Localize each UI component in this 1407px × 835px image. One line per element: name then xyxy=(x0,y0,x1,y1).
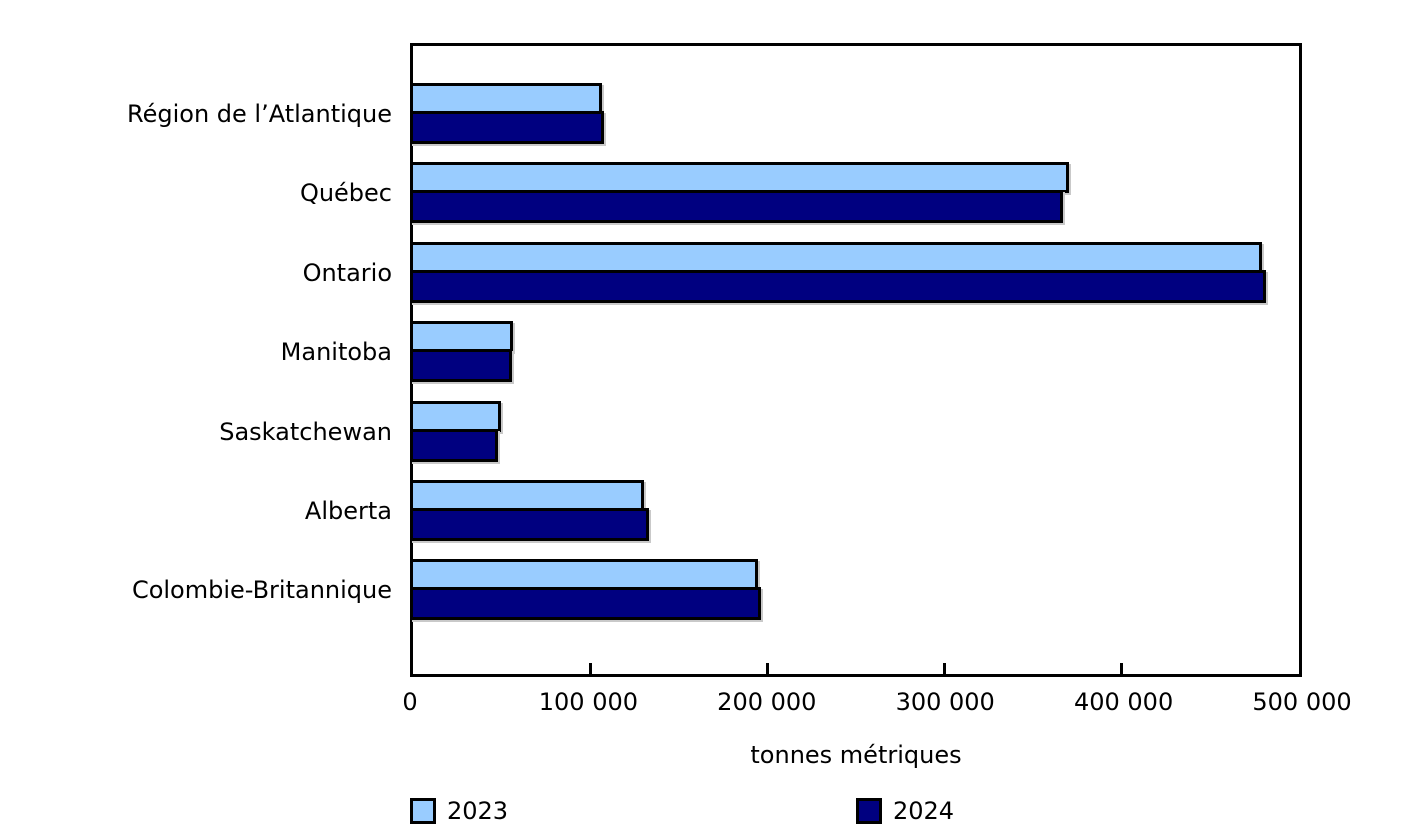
x-axis-tick-label: 100 000 xyxy=(538,688,639,716)
bar-2023-ontario xyxy=(410,241,1262,273)
y-axis-label-alberta: Alberta xyxy=(304,497,392,525)
legend-entry-2024: 2024 xyxy=(856,796,954,826)
bar-2023-colombie-britannique xyxy=(410,559,758,591)
x-axis-tick-label: 200 000 xyxy=(717,688,817,716)
bar-2024-ontario xyxy=(410,269,1266,303)
legend-swatch-2023 xyxy=(410,798,436,824)
y-axis-label-ontario: Ontario xyxy=(302,258,392,287)
x-axis-tick-mark xyxy=(765,663,769,674)
legend-label-2023: 2023 xyxy=(447,797,509,825)
bar-2024-région-de-latlantique xyxy=(410,111,604,144)
bar-2024-colombie-britannique xyxy=(410,587,761,621)
x-axis-tick-label: 400 000 xyxy=(1073,688,1174,716)
y-axis-label-manitoba: Manitoba xyxy=(280,338,392,367)
bar-2024-québec xyxy=(410,190,1063,224)
y-axis-label-saskatchewan: Saskatchewan xyxy=(219,417,392,446)
x-axis-tick-label: 0 xyxy=(402,688,418,716)
bar-2024-saskatchewan xyxy=(410,428,498,462)
bar-2023-saskatchewan xyxy=(410,400,501,432)
x-axis-tick-mark xyxy=(1120,663,1124,674)
bar-2024-alberta xyxy=(410,508,649,541)
bar-2023-manitoba xyxy=(410,321,513,353)
x-axis-tick-label: 500 000 xyxy=(1252,688,1352,716)
bar-2024-manitoba xyxy=(410,349,512,383)
x-axis-tick-mark xyxy=(943,663,947,674)
y-axis-label-québec: Québec xyxy=(299,179,392,208)
x-axis-title: tonnes métriques xyxy=(750,741,962,769)
legend-swatch-2024 xyxy=(856,798,882,824)
bar-2023-québec xyxy=(410,162,1069,194)
bar-2023-région-de-latlantique xyxy=(410,83,602,114)
legend-entry-2023: 2023 xyxy=(410,796,508,826)
plot-area xyxy=(410,43,1302,677)
x-axis-tick-mark xyxy=(588,663,592,674)
y-axis-label-colombie-britannique: Colombie-Britannique xyxy=(131,576,392,605)
y-axis-label-région-de-latlantique: Région de l’Atlantique xyxy=(127,100,392,128)
legend-label-2024: 2024 xyxy=(893,797,955,825)
bar-2023-alberta xyxy=(410,480,644,511)
x-axis-tick-label: 300 000 xyxy=(895,688,995,716)
